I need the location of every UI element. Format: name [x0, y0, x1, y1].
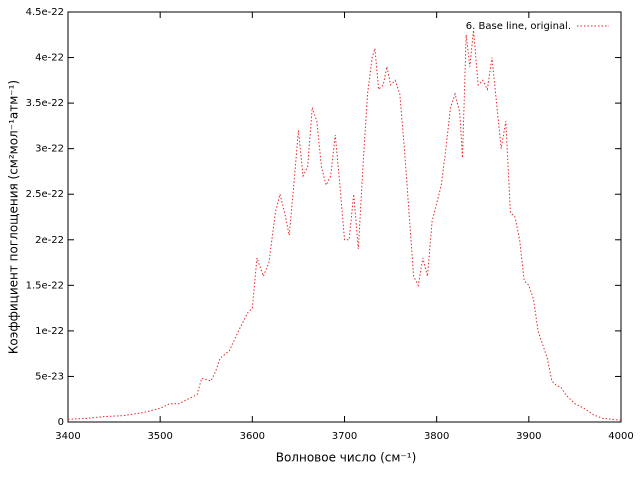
- x-tick-label: 3400: [55, 431, 80, 442]
- x-tick-label: 3500: [147, 431, 172, 442]
- y-tick-label: 1e-22: [35, 326, 64, 337]
- y-tick-label: 2e-22: [35, 235, 64, 246]
- legend-label: 6. Base line, original.: [466, 21, 571, 32]
- x-tick-label: 3700: [332, 431, 357, 442]
- y-tick-label: 3.5e-22: [26, 98, 64, 109]
- y-axis-label: Коэффициент поглощения (см²мол⁻¹атм⁻¹): [7, 80, 21, 354]
- x-tick-label: 4000: [608, 431, 633, 442]
- x-axis-label: Волновое число (см⁻¹): [276, 451, 417, 465]
- x-tick-label: 3600: [240, 431, 265, 442]
- y-tick-label: 3e-22: [35, 144, 64, 155]
- y-tick-label: 5e-23: [35, 371, 64, 382]
- data-line: [67, 30, 622, 421]
- x-tick-label: 3900: [516, 431, 541, 442]
- plot-frame: [67, 11, 622, 423]
- y-tick-label: 2.5e-22: [26, 189, 64, 200]
- y-tick-label: 1.5e-22: [26, 280, 64, 291]
- y-tick-label: 4.5e-22: [26, 7, 64, 18]
- y-tick-label: 4e-22: [35, 53, 64, 64]
- x-tick-label: 3800: [424, 431, 449, 442]
- y-tick-label: 0: [58, 417, 64, 428]
